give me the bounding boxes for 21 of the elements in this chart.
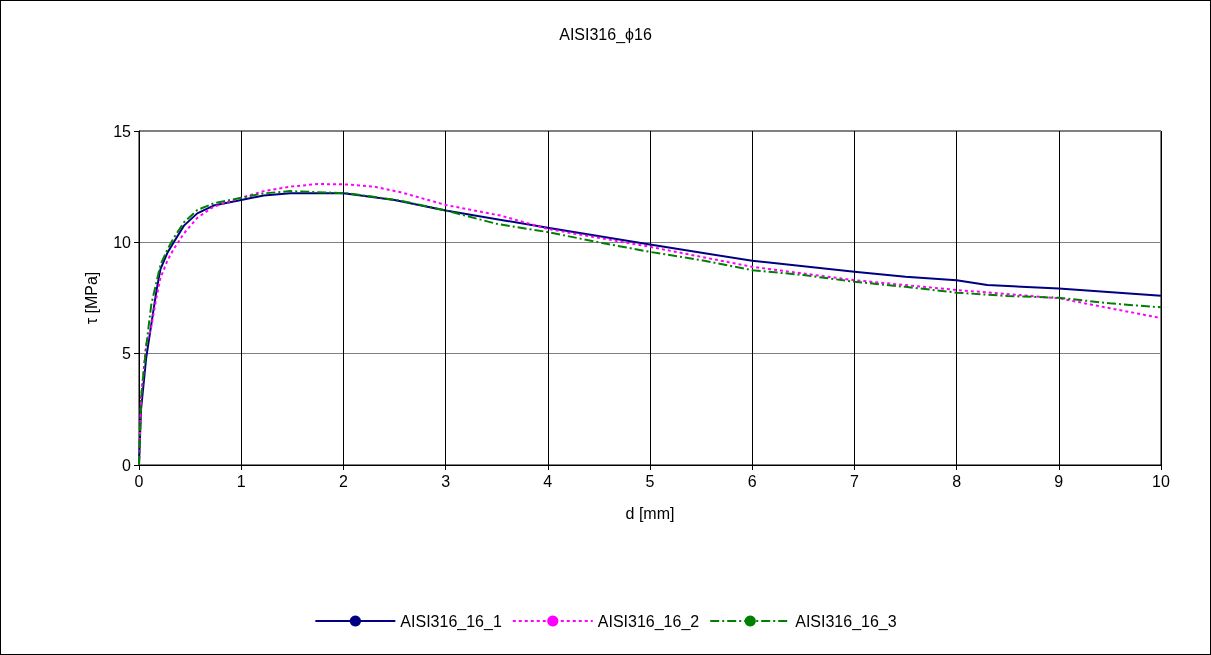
x-tick-label: 7 <box>849 472 859 490</box>
x-tick-label: 8 <box>952 472 962 490</box>
x-tick-label: 2 <box>338 472 348 490</box>
y-tick-label: 15 <box>113 122 132 140</box>
y-tick-label: 10 <box>113 233 132 251</box>
x-tick-label: 0 <box>134 472 144 490</box>
x-tick-label: 5 <box>645 472 655 490</box>
x-tick-label: 1 <box>236 472 246 490</box>
x-axis-title: d [mm] <box>625 504 675 522</box>
x-tick-label: 4 <box>543 472 553 490</box>
x-tick-label: 6 <box>747 472 757 490</box>
x-tick-label: 9 <box>1054 472 1064 490</box>
x-tick-label: 3 <box>441 472 451 490</box>
y-tick-label: 5 <box>122 345 132 363</box>
chart-title: AISI316_ϕ16 <box>559 25 652 44</box>
legend-label: AISI316_16_3 <box>795 612 897 631</box>
y-axis-title: τ [MPa] <box>82 271 100 325</box>
legend-label: AISI316_16_2 <box>597 612 700 631</box>
x-tick-label: 10 <box>1152 472 1170 490</box>
y-tick-label: 0 <box>122 456 132 474</box>
legend-label: AISI316_16_1 <box>400 612 502 631</box>
